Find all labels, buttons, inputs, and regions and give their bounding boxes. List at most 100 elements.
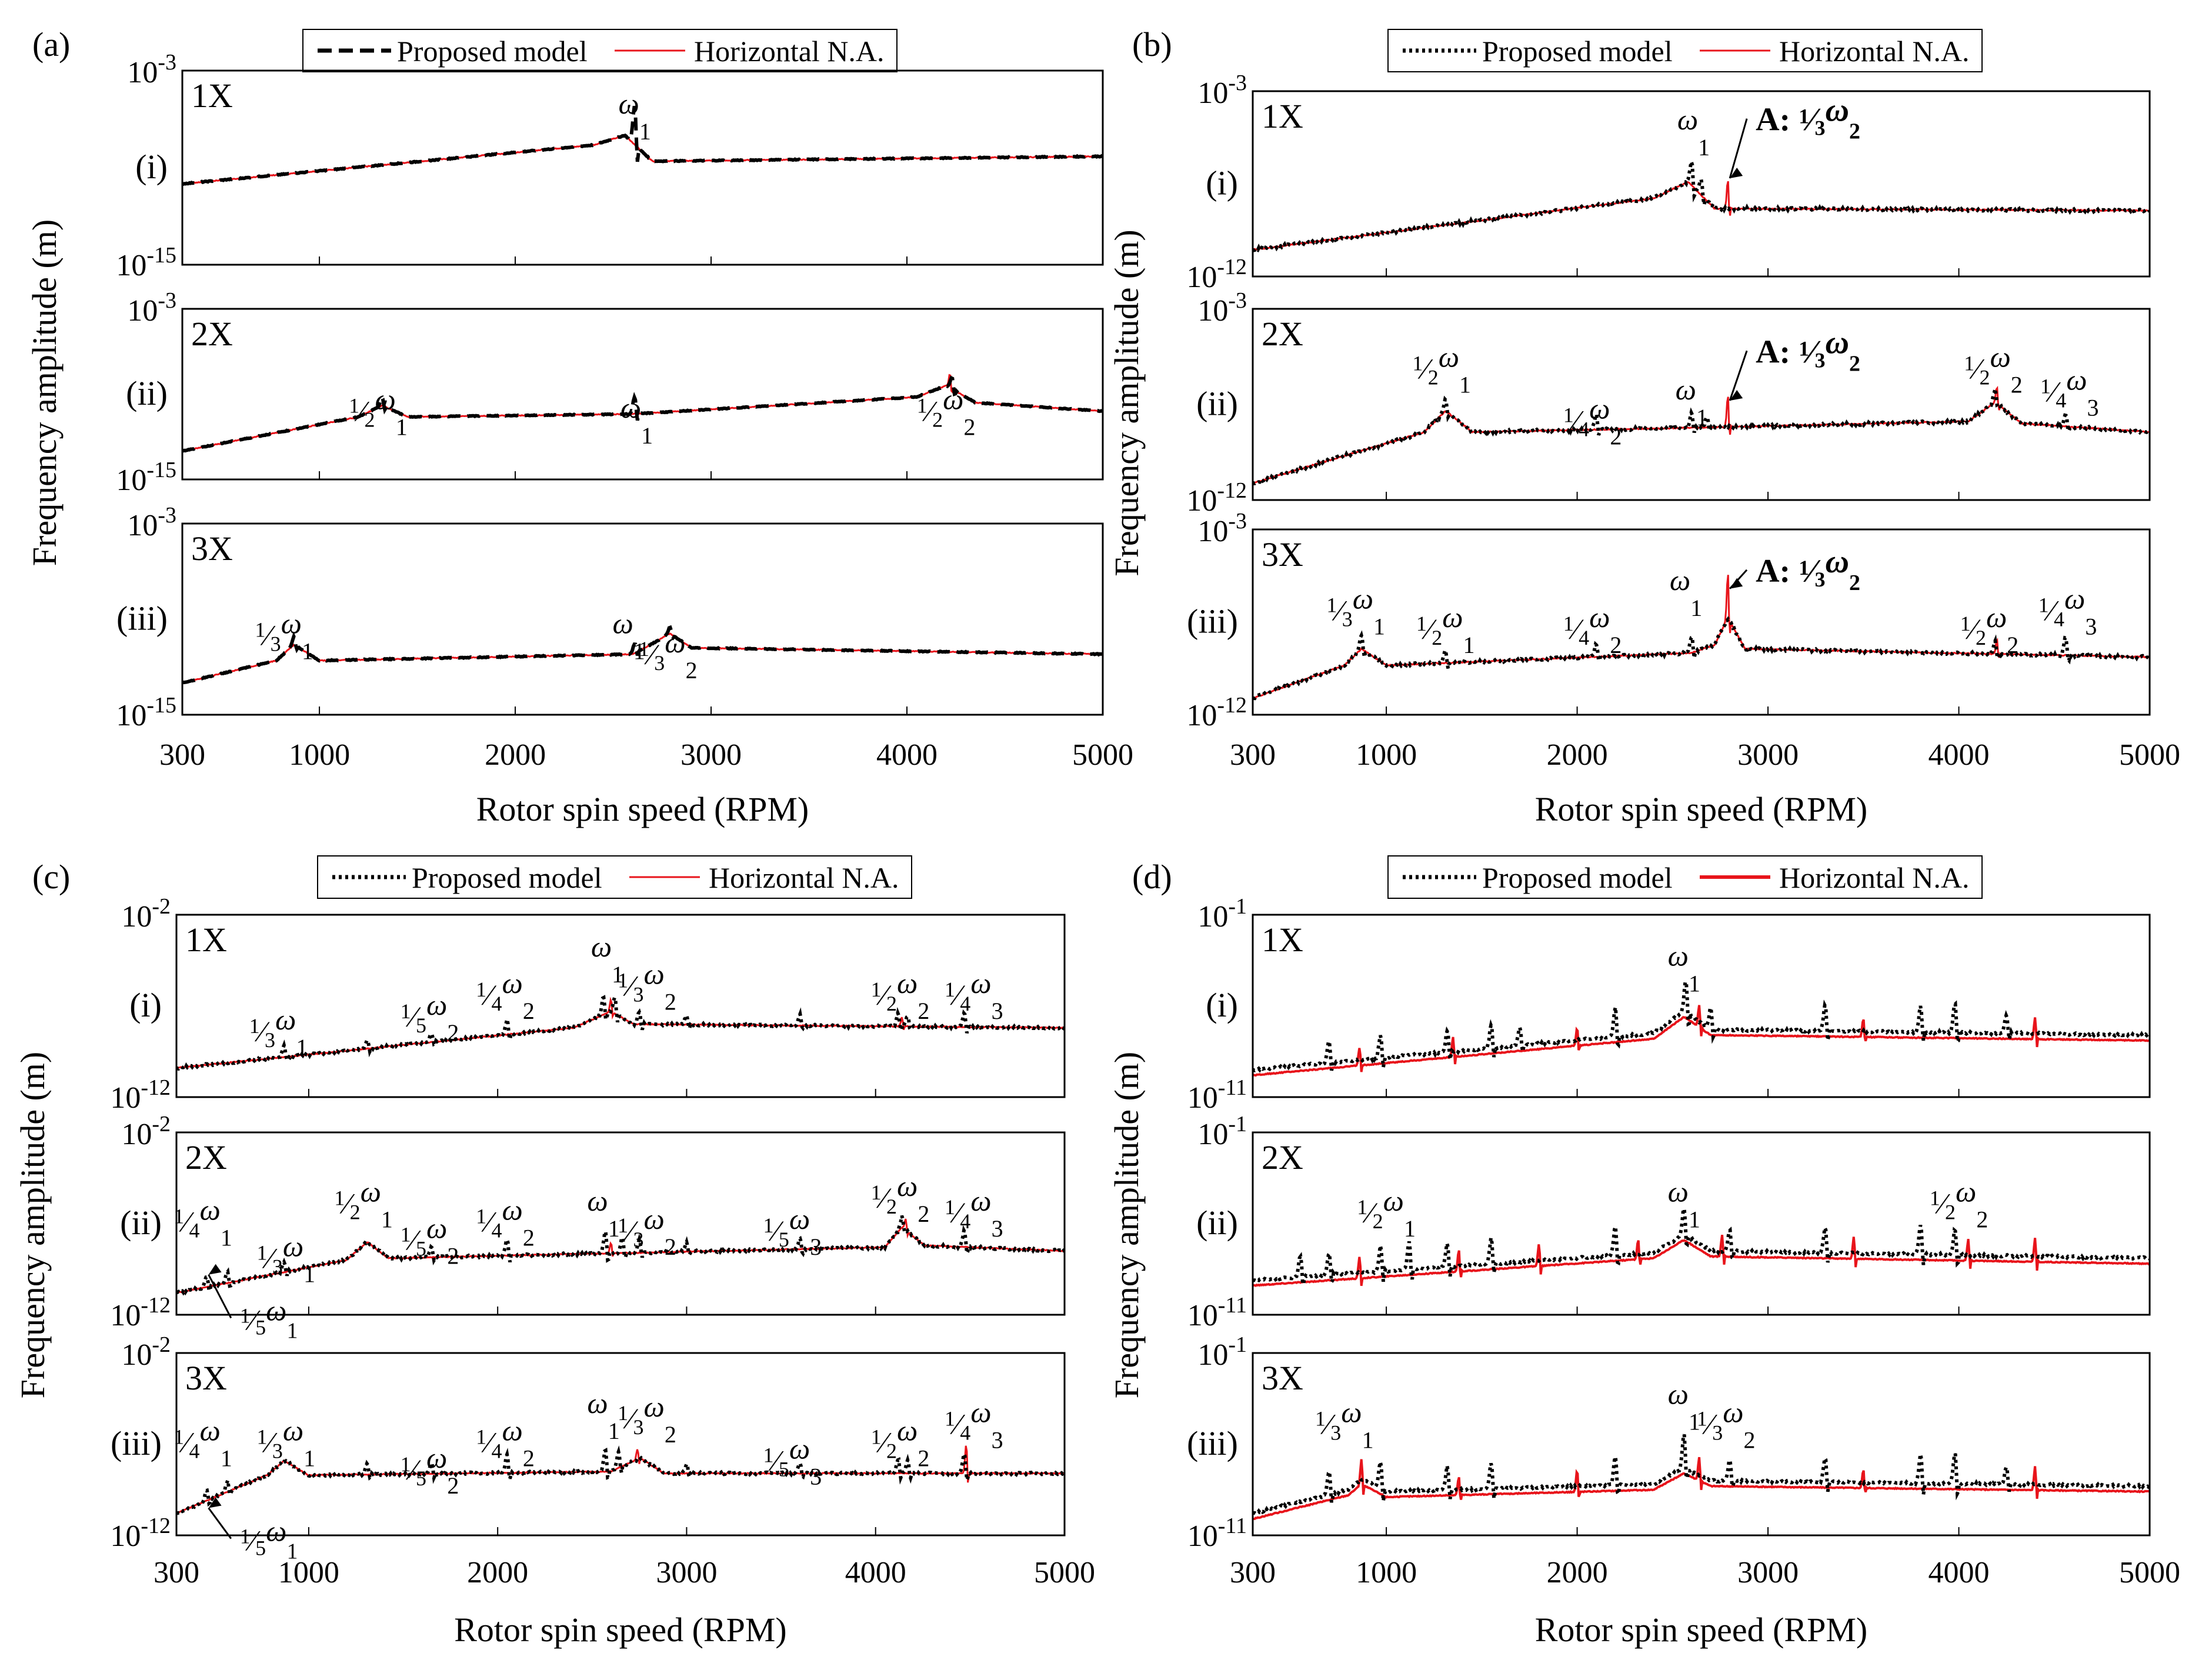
peak-annotation: 1⁄2ω2	[1930, 1175, 1989, 1233]
series-proposed-line	[1253, 161, 2150, 253]
series-proposed-line	[182, 375, 1103, 453]
peak-annotation: 1⁄4ω2	[1563, 601, 1622, 658]
callout-arrowhead	[1730, 390, 1743, 401]
row-harmonic-label: 2X	[191, 315, 233, 353]
subplot-2x: 10-1 10-11 (ii) 2X 1⁄2ω1 ω1 1⁄2ω2	[1187, 1112, 2151, 1332]
y-tick-bottom: 10-15	[116, 458, 176, 497]
peak-annotation: ω1	[613, 606, 645, 664]
row-roman-label: (i)	[129, 986, 162, 1024]
x-tick-label: 3000	[1737, 738, 1799, 772]
y-tick-top: 10-3	[127, 288, 176, 328]
y-tick-bottom: 10-12	[110, 1075, 171, 1115]
series-horizontal-line	[1253, 1235, 2150, 1287]
y-tick-bottom: 10-12	[1186, 255, 1247, 294]
callout-arrowhead	[208, 1497, 222, 1508]
axes-frame	[1252, 528, 2151, 716]
series-proposed-line	[176, 1445, 1065, 1515]
series-horizontal-line	[1253, 1005, 2150, 1077]
y-tick-bottom: 10-12	[1186, 478, 1247, 518]
peak-annotation: 1⁄2ω1	[334, 1175, 393, 1233]
peak-annotation: ω1	[1677, 103, 1710, 161]
x-tick-label: 300	[1230, 1556, 1276, 1589]
peak-annotation: 1⁄3ω1	[257, 1414, 316, 1472]
peak-annotation: ω1	[1668, 1175, 1700, 1233]
series-proposed-line	[1253, 616, 2150, 701]
peak-annotation: 1⁄5ω2	[401, 1441, 459, 1499]
row-harmonic-label: 3X	[1262, 1359, 1303, 1397]
peak-annotation: ω1	[1670, 564, 1702, 621]
peak-annotation: 1⁄2ω1	[1412, 341, 1471, 398]
peak-annotation: 1⁄4ω2	[476, 967, 535, 1024]
peak-annotation: 1⁄5ω2	[401, 1212, 459, 1269]
y-axis-label: Frequency amplitude (m)	[1107, 1052, 1146, 1399]
peak-annotation: 1⁄2ω2	[917, 383, 976, 441]
legend-horizontal-label: Horizontal N.A.	[1779, 861, 1970, 894]
legend: Proposed model Horizontal N.A.	[302, 29, 898, 72]
panel-tag: (b)	[1132, 25, 1172, 64]
x-tick-label: 2000	[1547, 1556, 1608, 1589]
row-harmonic-label: 1X	[185, 921, 227, 959]
y-tick-top: 10-3	[127, 50, 176, 89]
x-tick-label: 4000	[876, 738, 937, 772]
legend-horizontal-label: Horizontal N.A.	[1779, 35, 1970, 68]
panel-2: (c) Proposed model Horizontal N.A.10-210-1…	[14, 855, 1095, 1649]
peak-annotation: ω1	[1668, 939, 1700, 997]
x-axis-label: Rotor spin speed (RPM)	[454, 1611, 787, 1649]
series-proposed-line	[176, 992, 1065, 1072]
peak-annotation: ω1	[620, 391, 653, 449]
legend-proposed-label: Proposed model	[1482, 35, 1673, 68]
callout-arrowhead	[1730, 578, 1743, 589]
callout-arrow	[208, 1507, 232, 1539]
x-tick-label: 5000	[1072, 738, 1133, 772]
y-tick-top: 10-3	[127, 503, 176, 542]
x-tick-label: 2000	[1547, 738, 1608, 772]
peak-annotation: 1⁄5ω3	[763, 1432, 822, 1490]
peak-annotation: 1⁄2ω2	[871, 967, 930, 1024]
series-horizontal-line	[1253, 385, 2150, 484]
series-proposed-line	[182, 105, 1103, 186]
y-tick-bottom: 10-12	[110, 1293, 171, 1332]
row-harmonic-label: 2X	[1262, 315, 1303, 353]
x-tick-label: 300	[154, 1556, 199, 1589]
x-tick-label: 5000	[2119, 1556, 2180, 1589]
subplot-3x: 10-1 10-11 (iii) 3X 1⁄3ω1 ω11⁄3ω2	[1187, 1332, 2151, 1553]
row-roman-label: (ii)	[126, 374, 168, 412]
legend-box	[317, 855, 912, 899]
x-tick-label: 4000	[1929, 738, 1990, 772]
legend-proposed-label: Proposed model	[1482, 861, 1673, 894]
row-roman-label: (ii)	[1196, 385, 1238, 423]
x-tick-label: 1000	[289, 738, 350, 772]
row-roman-label: (iii)	[111, 1424, 162, 1462]
peak-annotation: ω1	[619, 87, 651, 145]
peak-annotation: 1⁄4ω2	[1563, 392, 1622, 449]
series-horizontal-line	[1253, 1457, 2150, 1520]
legend-proposed-label: Proposed model	[397, 35, 588, 68]
row-harmonic-label: 3X	[1262, 535, 1303, 574]
x-tick-label: 1000	[1356, 738, 1417, 772]
y-axis-label: Frequency amplitude (m)	[1107, 229, 1146, 576]
x-tick-label: 4000	[845, 1556, 906, 1589]
axes-frame	[1252, 1131, 2151, 1316]
legend: Proposed model Horizontal N.A.	[1387, 29, 1983, 72]
peak-annotation: 1⁄3ω2	[618, 1202, 676, 1260]
y-tick-bottom: 10-12	[1186, 693, 1247, 732]
panel-1: (b) Proposed model Horizontal N.A.10-310-1…	[1107, 25, 2180, 828]
x-tick-label: 1000	[278, 1556, 339, 1589]
row-roman-label: (iii)	[116, 599, 168, 638]
callout-label: A: 1⁄3ω2	[1756, 324, 1860, 376]
x-tick-label: 300	[1230, 738, 1276, 772]
peak-annotation: ω1	[587, 1387, 619, 1444]
x-tick-label: 3000	[656, 1556, 717, 1589]
axes-frame	[1252, 308, 2151, 501]
peak-annotation: 1⁄4ω3	[945, 1396, 1003, 1454]
panel-tag: (a)	[32, 25, 70, 64]
peak-annotation: 1⁄3ω2	[1697, 1396, 1756, 1454]
y-tick-top: 10-3	[1197, 509, 1247, 548]
series-proposed-line	[1253, 388, 2150, 485]
peak-annotation: 1⁄3ω2	[618, 1390, 676, 1448]
peak-annotation: 1⁄2ω2	[871, 1169, 930, 1227]
series-proposed-line	[1253, 979, 2150, 1073]
